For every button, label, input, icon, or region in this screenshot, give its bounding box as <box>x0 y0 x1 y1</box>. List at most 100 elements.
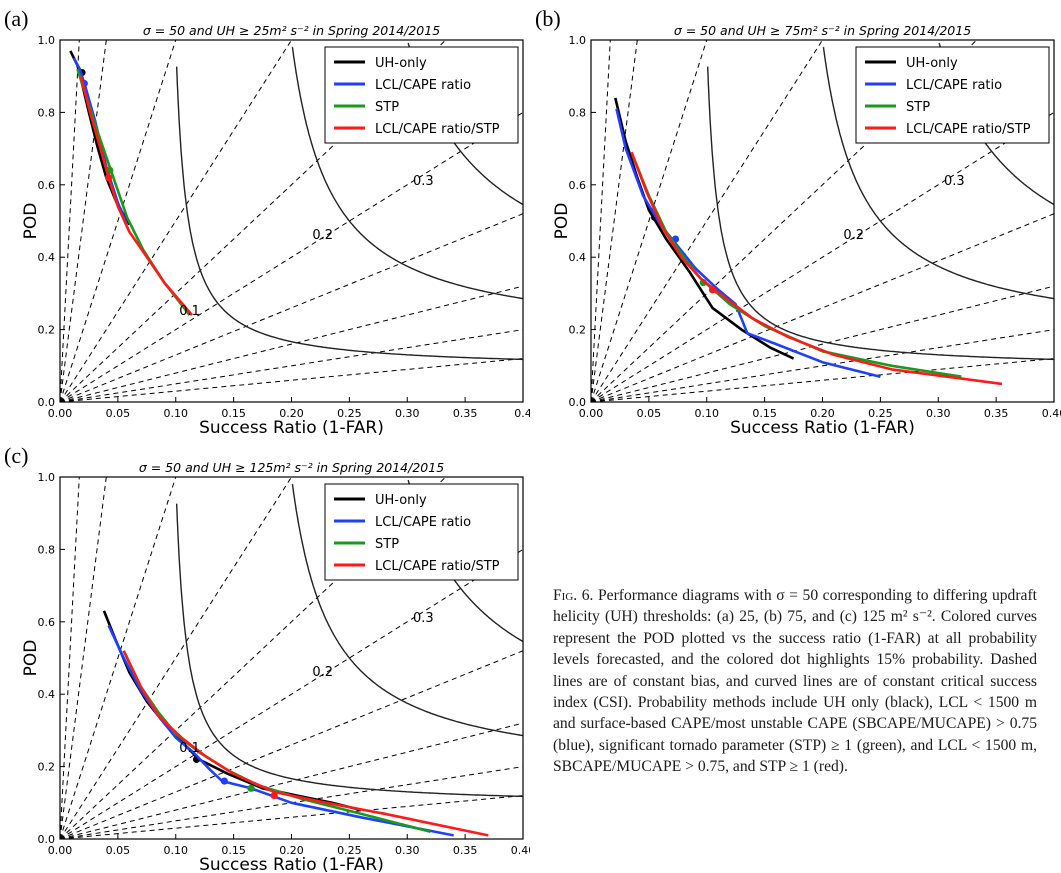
x-tick-label: 0.05 <box>106 407 131 420</box>
legend-label-4: LCL/CAPE ratio/STP <box>375 559 500 574</box>
legend-label-1: UH-only <box>375 56 427 71</box>
bias-line <box>60 40 177 402</box>
x-tick-label: 0.40 <box>511 844 530 857</box>
panel-a: 0.1 0.2 0.3 0.00 0.05 0.10 0.15 0.20 0.25 0.30 0.3… <box>0 0 530 436</box>
bias-line <box>591 40 978 402</box>
csi-label: 0.3 <box>944 174 965 189</box>
panel-b: 0.2 0.3 0.00 0.05 0.10 0.15 0.20 0.25 0.30 0.35 0.… <box>531 0 1061 436</box>
series-dot-4 <box>270 791 278 800</box>
plot-area <box>60 477 523 839</box>
x-tick-label: 0.20 <box>279 844 304 857</box>
caption-text: Performance diagrams with σ = 50 corresp… <box>553 587 1037 776</box>
performance-diagram-a: 0.1 0.2 0.3 0.00 0.05 0.10 0.15 0.20 0.25 0.30 0.3… <box>4 6 530 436</box>
csi-label: 0.3 <box>413 174 434 189</box>
y-tick-label: 0.0 <box>38 833 56 846</box>
csi-curve <box>706 66 1054 361</box>
x-axis-label: Success Ratio (1-FAR) <box>199 855 384 873</box>
bias-line <box>60 722 523 839</box>
bias-line <box>591 111 1054 402</box>
bias-line <box>591 285 1054 402</box>
y-tick-label: 0.4 <box>569 251 587 264</box>
x-tick-label: 0.40 <box>1042 407 1061 420</box>
y-tick-label: 0.4 <box>38 688 56 701</box>
bias-line <box>60 213 523 402</box>
panel-c: 0.1 0.2 0.3 0.00 0.05 0.10 0.15 0.20 0.25 0.30 0.3… <box>0 437 530 873</box>
y-tick-label: 0.2 <box>569 324 587 337</box>
y-axis-label: POD <box>552 203 572 240</box>
bias-line <box>60 40 80 402</box>
x-tick-label: 0.35 <box>984 407 1009 420</box>
series-line-3 <box>76 68 191 316</box>
y-tick-label: 0.8 <box>38 543 56 556</box>
x-tick-label: 0.10 <box>695 407 720 420</box>
bias-line <box>60 795 523 839</box>
x-tick-label: 0.15 <box>221 844 246 857</box>
x-tick-label: 0.25 <box>868 407 893 420</box>
panel-label: (a) <box>4 6 28 31</box>
x-tick-label: 0.15 <box>752 407 777 420</box>
y-tick-label: 0.0 <box>38 396 56 409</box>
series-line-4 <box>630 151 1003 386</box>
performance-diagram-c: 0.1 0.2 0.3 0.00 0.05 0.10 0.15 0.20 0.25 0.30 0.3… <box>4 443 530 873</box>
x-tick-label: 0.35 <box>453 844 478 857</box>
legend-label-1: UH-only <box>375 493 427 508</box>
x-tick-label: 0.00 <box>48 407 73 420</box>
csi-curve <box>291 483 523 737</box>
legend-label-3: STP <box>375 537 399 552</box>
x-tick-label: 0.30 <box>395 844 420 857</box>
y-tick-label: 0.4 <box>38 251 56 264</box>
legend-label-4: LCL/CAPE ratio/STP <box>375 122 500 137</box>
figure-caption: Fig. 6. Performance diagrams with σ = 50… <box>553 585 1037 778</box>
plot-area <box>591 40 1054 402</box>
chart-title: σ = 50 and UH ≥ 75m² s⁻² in Spring 2014/… <box>674 23 971 38</box>
x-tick-label: 0.25 <box>337 844 362 857</box>
y-tick-label: 0.2 <box>38 324 56 337</box>
csi-label: 0.3 <box>413 611 434 626</box>
series-line-2 <box>615 108 881 378</box>
bias-line <box>60 285 523 402</box>
y-tick-label: 0.8 <box>569 106 587 119</box>
csi-label: 0.1 <box>179 741 200 756</box>
bias-line <box>591 358 1054 402</box>
bias-line <box>60 477 80 839</box>
y-axis-label: POD <box>21 640 41 677</box>
bias-line <box>60 477 177 839</box>
x-tick-label: 0.30 <box>395 407 420 420</box>
bias-line <box>591 40 638 402</box>
plot-area <box>60 40 523 402</box>
series-line-1 <box>614 97 795 360</box>
bias-line <box>60 650 523 839</box>
legend-label-2: LCL/CAPE ratio <box>375 515 471 530</box>
x-axis-label: Success Ratio (1-FAR) <box>199 418 384 436</box>
series-line-4 <box>79 75 193 316</box>
csi-label: 0.1 <box>179 304 200 319</box>
csi-curve <box>822 46 1054 300</box>
x-tick-label: 0.10 <box>164 407 189 420</box>
series-dot-3 <box>247 784 255 792</box>
x-tick-label: 0.20 <box>810 407 835 420</box>
bias-line <box>591 213 1054 402</box>
bias-line <box>60 40 292 402</box>
x-tick-label: 0.05 <box>106 844 131 857</box>
csi-label: 0.2 <box>312 228 333 243</box>
x-tick-label: 0.15 <box>221 407 246 420</box>
series-dot-4 <box>708 286 717 294</box>
bias-line <box>60 548 523 839</box>
x-tick-label: 0.30 <box>926 407 951 420</box>
y-tick-label: 1.0 <box>569 34 587 47</box>
series-line-2 <box>107 624 454 837</box>
panel-label: (c) <box>4 443 28 468</box>
bias-line <box>60 477 107 839</box>
chart-title: σ = 50 and UH ≥ 25m² s⁻² in Spring 2014/… <box>143 23 440 38</box>
bias-line <box>60 111 523 402</box>
legend-label-3: STP <box>375 100 399 115</box>
y-tick-label: 0.6 <box>38 179 56 192</box>
x-tick-label: 0.00 <box>579 407 604 420</box>
x-tick-label: 0.05 <box>637 407 662 420</box>
csi-curve <box>175 503 523 798</box>
bias-line <box>591 40 708 402</box>
series-dot-2 <box>220 777 228 785</box>
y-tick-label: 0.8 <box>38 106 56 119</box>
x-tick-label: 0.4 <box>514 407 530 420</box>
bias-line <box>60 329 523 402</box>
